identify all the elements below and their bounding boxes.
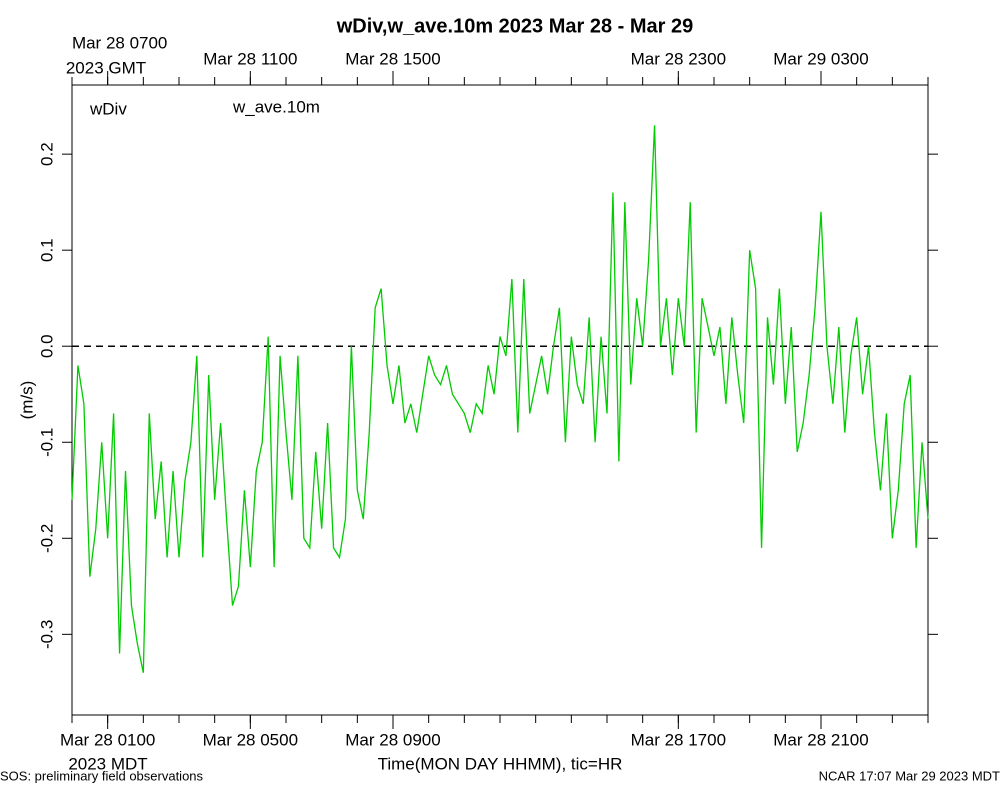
x-top-tick-label: Mar 28 0700 <box>72 33 167 52</box>
x-top-tick-label: Mar 28 1100 <box>203 49 297 68</box>
x-tick-label: Mar 28 0900 <box>345 730 440 749</box>
x-tick-label: Mar 28 0100 <box>60 730 155 749</box>
y-tick-label: 0.0 <box>37 334 56 358</box>
x-axis-label: Time(MON DAY HHMM), tic=HR <box>378 754 623 773</box>
x-top-tick-label: Mar 28 1500 <box>345 49 440 68</box>
y-tick-label: 0.2 <box>37 142 56 166</box>
legend-entry: w_ave.10m <box>232 97 320 116</box>
legend-entry: wDiv <box>89 99 127 118</box>
y-tick-label: -0.3 <box>37 620 56 649</box>
x-tick-label: Mar 28 2100 <box>773 730 868 749</box>
y-tick-label: -0.2 <box>37 524 56 553</box>
y-tick-label: 0.1 <box>37 238 56 262</box>
y-axis-label: (m/s) <box>17 381 36 420</box>
x-top-tick-label: Mar 29 0300 <box>773 49 868 68</box>
bottom-zone-label: 2023 MDT <box>68 754 147 773</box>
data-line <box>71 125 929 673</box>
y-tick-label: -0.1 <box>37 428 56 457</box>
x-top-tick-label: Mar 28 2300 <box>631 49 726 68</box>
footer-left: SOS: preliminary field observations <box>0 768 204 783</box>
x-tick-label: Mar 28 0500 <box>203 730 298 749</box>
x-tick-label: Mar 28 1700 <box>631 730 726 749</box>
chart-title: wDiv,w_ave.10m 2023 Mar 28 - Mar 29 <box>336 15 694 37</box>
top-zone-label: 2023 GMT <box>66 58 146 77</box>
footer-right: NCAR 17:07 Mar 29 2023 MDT <box>819 768 1000 783</box>
